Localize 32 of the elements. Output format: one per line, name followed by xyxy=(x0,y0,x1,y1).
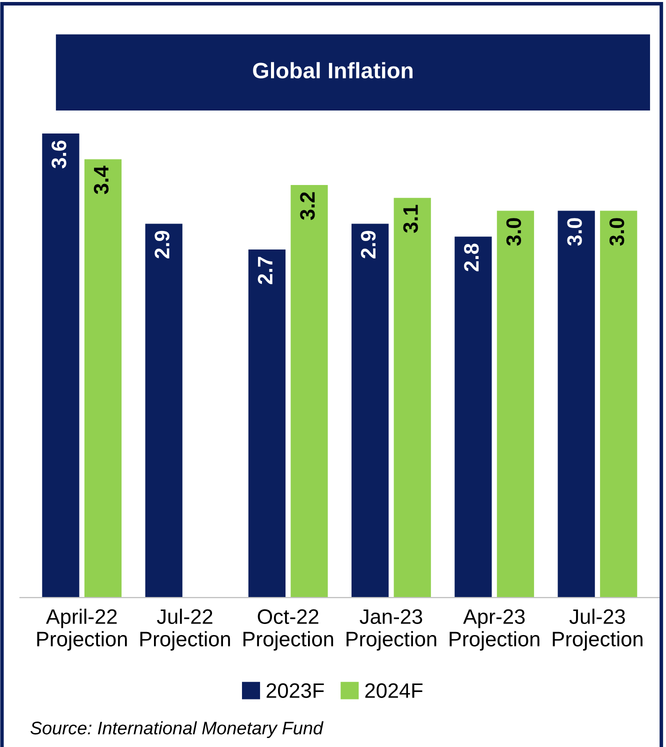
x-tick-label: April-22 Projection xyxy=(37,608,127,651)
data-label: 3.1 xyxy=(403,204,418,233)
bar xyxy=(454,236,492,598)
x-tick-label: Jul-22 Projection xyxy=(140,608,230,651)
bar xyxy=(600,210,638,598)
x-tick-label: Jan-23 Projection xyxy=(346,609,436,651)
source-note: Source: International Monetary Fund xyxy=(30,721,324,738)
bar xyxy=(145,224,182,598)
data-label: 3.0 xyxy=(567,218,582,246)
bar xyxy=(558,210,595,598)
legend-label: 2024F xyxy=(365,683,422,698)
legend-label: 2023F xyxy=(266,683,324,698)
chart-title: Global Inflation xyxy=(253,62,412,78)
bar xyxy=(248,249,286,598)
data-label: 3.0 xyxy=(609,218,624,246)
data-label: 2.8 xyxy=(464,244,479,272)
data-label: 3.6 xyxy=(52,140,66,168)
data-label: 2.9 xyxy=(154,230,170,258)
x-tick-label: Apr-23 Projection xyxy=(450,609,540,651)
data-label: 3.0 xyxy=(506,218,522,246)
bar xyxy=(352,224,389,598)
x-tick-label: Oct-22 Projection xyxy=(243,609,334,651)
data-label: 3.2 xyxy=(300,192,315,220)
data-label: 3.4 xyxy=(94,166,109,194)
bar xyxy=(84,159,122,598)
x-tick-label: Jul-23 Projection xyxy=(552,608,642,651)
bar xyxy=(42,133,80,598)
data-label: 2.9 xyxy=(360,230,376,258)
bar xyxy=(394,198,431,598)
bar xyxy=(290,185,328,598)
data-label: 2.7 xyxy=(258,256,272,284)
bar xyxy=(496,210,534,598)
